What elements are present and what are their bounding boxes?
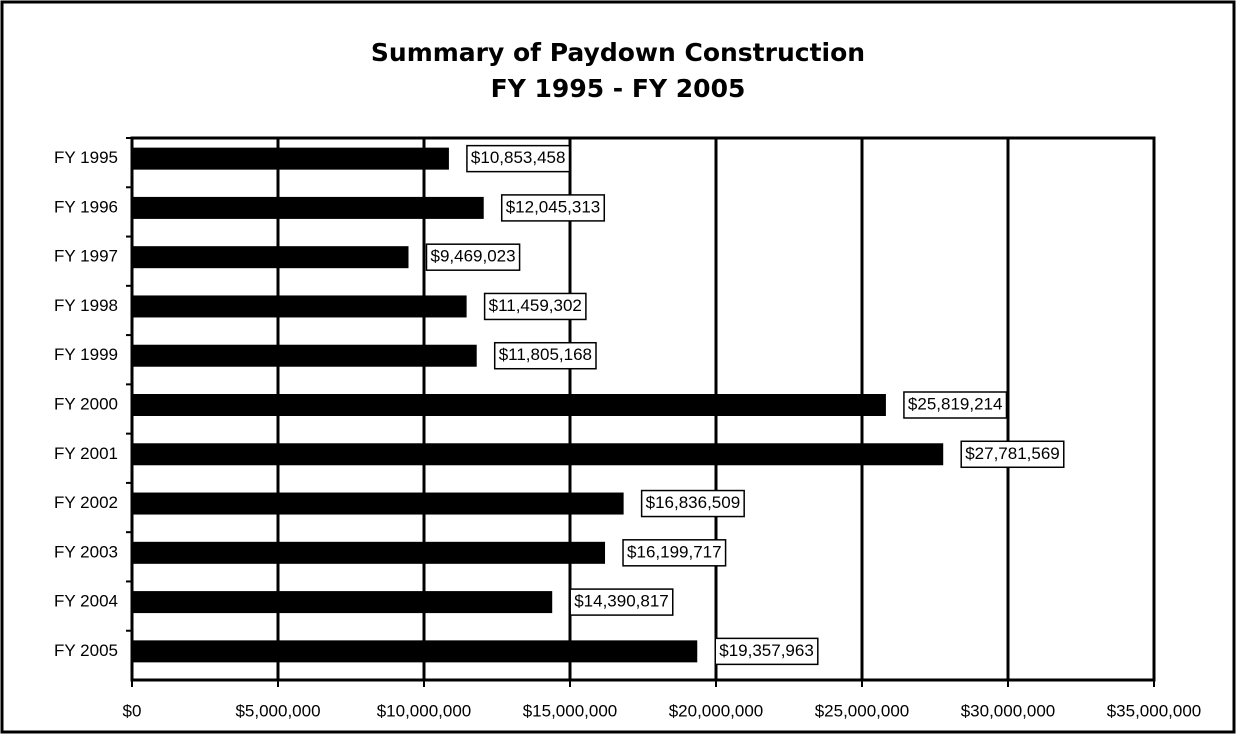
value-label-box [466,144,571,173]
chart-title: Summary of Paydown Construction [371,38,865,67]
y-tick-label: FY 2005 [54,641,118,660]
value-label: $16,836,509 [646,493,741,512]
y-tick-label: FY 1995 [54,148,118,167]
value-label-box [483,292,587,321]
x-tick-label: $30,000,000 [961,701,1056,720]
x-tick-label: $20,000,000 [669,701,764,720]
value-label-box [569,588,674,616]
bar [132,295,467,318]
x-tick-label: $35,000,000 [1107,701,1202,720]
y-tick-label: FY 2003 [54,542,118,561]
y-tick-label: FY 1999 [54,345,118,364]
x-tick-label: $10,000,000 [377,701,472,720]
value-label-box [500,194,606,222]
y-tick-label: FY 1996 [54,197,118,216]
y-tick-label: FY 2001 [54,444,118,463]
value-label-box [714,637,819,666]
bar [132,443,944,466]
value-label: $12,045,313 [506,197,601,216]
bar [132,541,606,564]
bar [132,394,886,416]
value-label: $16,199,717 [627,542,722,561]
x-tick-label: $5,000,000 [235,701,320,720]
bar [132,591,553,614]
value-label: $19,357,963 [719,641,814,660]
y-tick-label: FY 1998 [54,296,118,315]
value-label-box [960,440,1065,469]
value-label: $14,390,817 [574,592,669,611]
y-tick-label: FY 2002 [54,493,118,512]
y-tick-label: FY 2000 [54,394,118,413]
value-label-box [425,243,521,271]
value-label: $25,819,214 [908,394,1003,413]
value-label: $11,459,302 [489,296,582,315]
y-tick-label: FY 1997 [54,247,118,266]
value-label-box [640,489,745,518]
value-label: $9,469,023 [430,247,515,266]
value-label: $10,853,458 [471,148,566,167]
value-label-box [493,341,597,370]
value-label: $11,805,168 [499,345,592,364]
x-tick-label: $0 [123,701,142,720]
chart-subtitle: FY 1995 - FY 2005 [491,74,746,103]
value-label-box [903,391,1008,419]
y-tick-label: FY 2004 [54,592,118,611]
value-label: $27,781,569 [965,444,1060,463]
bar [132,492,624,515]
value-label-box [622,539,727,567]
bar [132,147,449,170]
bar [132,246,409,269]
bar [132,640,698,663]
bar [132,196,484,219]
x-tick-label: $25,000,000 [815,701,910,720]
x-tick-label: $15,000,000 [523,701,618,720]
bar [132,344,477,367]
